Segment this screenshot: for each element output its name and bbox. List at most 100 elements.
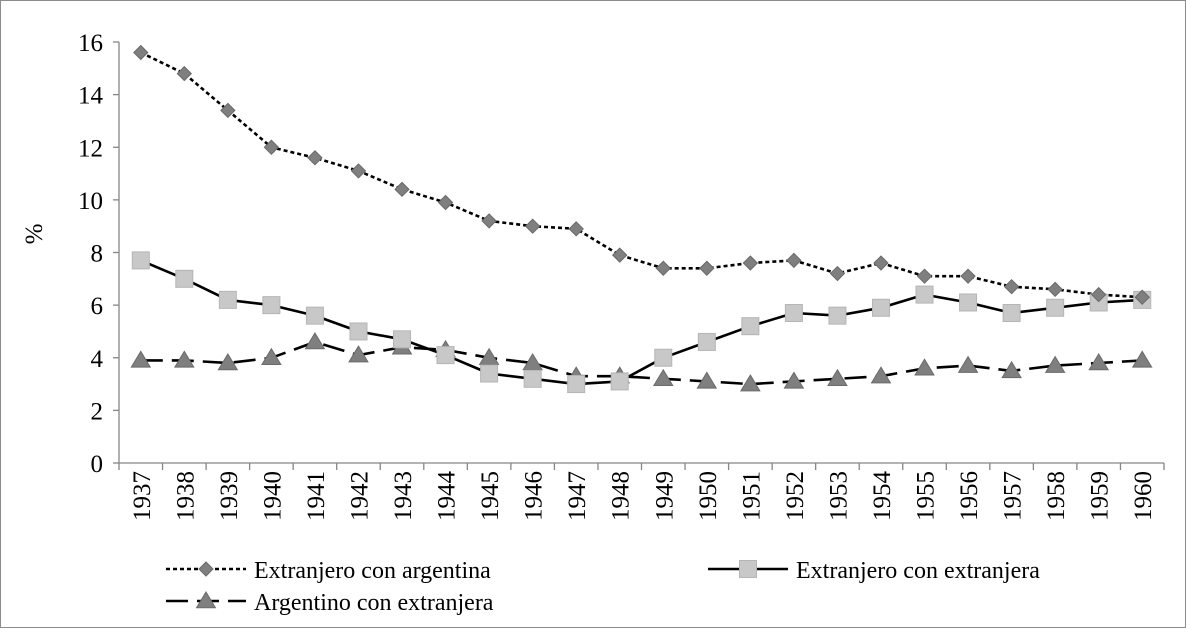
data-point-triangle	[957, 355, 979, 373]
data-point-square	[175, 269, 194, 288]
y-tick-label: 8	[91, 241, 104, 268]
data-point-square	[349, 322, 368, 341]
data-point-diamond	[481, 213, 497, 229]
data-point-triangle	[522, 353, 543, 371]
x-tick-label: 1944	[434, 471, 461, 522]
y-tick-label: 16	[78, 30, 103, 57]
data-point-triangle	[1001, 360, 1022, 379]
y-axis-title: %	[21, 224, 48, 245]
x-tick-label: 1949	[651, 471, 678, 521]
data-point-diamond	[176, 65, 193, 82]
data-point-square	[610, 372, 629, 391]
x-tick-label: 1946	[521, 471, 548, 521]
data-point-square	[915, 285, 934, 304]
data-point-square	[828, 306, 847, 325]
data-point-diamond	[873, 255, 889, 271]
x-tick-label: 1953	[825, 471, 852, 521]
data-point-square	[871, 298, 890, 317]
x-tick-label: 1951	[738, 471, 765, 521]
data-point-triangle	[195, 591, 217, 609]
data-point-diamond	[829, 265, 846, 282]
data-point-diamond	[350, 163, 367, 179]
legend-label: Argentino con extranjera	[254, 590, 494, 616]
legend-label: Extranjero con extranjera	[796, 558, 1040, 584]
y-tick-label: 4	[91, 346, 104, 373]
data-point-diamond	[612, 247, 628, 263]
data-point-square	[523, 369, 542, 388]
x-tick-label: 1938	[172, 471, 199, 521]
x-tick-label: 1943	[390, 471, 417, 521]
data-point-diamond	[263, 139, 280, 155]
data-point-diamond	[960, 268, 976, 284]
data-point-square	[1046, 298, 1065, 317]
series-lines	[130, 44, 1153, 394]
x-tick-label: 1950	[695, 471, 722, 521]
data-point-diamond	[786, 252, 802, 269]
data-point-diamond	[220, 102, 236, 119]
data-point-diamond	[394, 181, 410, 198]
data-point-square	[305, 306, 324, 325]
data-point-square	[784, 304, 803, 323]
data-point-diamond	[1047, 281, 1063, 298]
x-tick-label: 1948	[608, 471, 635, 521]
axes: 0 2 4 6 8 10 12 14 16 1937 1938 1939 1940 1941 1942 194…	[78, 30, 1165, 522]
data-point-triangle	[870, 366, 892, 384]
data-point-square	[218, 290, 237, 309]
y-tick-label: 6	[91, 293, 104, 320]
x-tick-label: 1940	[259, 471, 286, 521]
x-tick-label: 1942	[346, 471, 373, 521]
x-tick-label: 1947	[564, 471, 591, 521]
data-point-diamond	[1003, 278, 1020, 295]
x-tick-label: 1956	[956, 471, 983, 521]
data-point-triangle	[783, 371, 805, 389]
data-point-square	[131, 251, 150, 270]
data-point-diamond	[133, 44, 149, 61]
data-point-triangle	[348, 345, 369, 363]
data-point-triangle	[696, 371, 718, 389]
data-point-triangle	[652, 368, 674, 387]
y-tick-label: 2	[91, 398, 104, 425]
x-tick-label: 1957	[1000, 471, 1027, 521]
data-point-triangle	[261, 347, 282, 365]
series-line-diamond	[140, 51, 1143, 299]
data-point-triangle	[740, 374, 761, 392]
series-line-triangle	[140, 340, 1143, 386]
x-tick-label: 1937	[129, 471, 156, 521]
x-tick-label: 1945	[477, 471, 504, 521]
x-tick-label: 1959	[1087, 471, 1114, 521]
data-point-diamond	[198, 561, 214, 577]
y-tick-label: 12	[78, 135, 103, 162]
x-tick-label: 1955	[913, 471, 940, 521]
data-point-diamond	[307, 150, 323, 166]
data-point-triangle	[1131, 350, 1153, 368]
data-point-triangle	[217, 353, 239, 371]
legend-label: Extranjero con argentina	[254, 558, 491, 584]
data-point-square	[436, 346, 455, 365]
y-tick-label: 14	[78, 83, 104, 110]
x-tick-label: 1960	[1130, 471, 1157, 521]
data-point-diamond	[916, 268, 933, 284]
data-point-square	[480, 364, 499, 383]
data-point-square	[739, 560, 757, 578]
data-point-square	[393, 330, 412, 349]
data-point-square	[262, 296, 281, 315]
data-point-triangle	[304, 331, 326, 350]
series-line-square	[140, 259, 1143, 386]
data-point-square	[654, 348, 673, 367]
data-point-triangle	[1044, 355, 1066, 373]
data-point-square	[741, 317, 760, 336]
data-point-diamond	[742, 255, 759, 271]
data-point-diamond	[437, 194, 454, 211]
x-tick-label: 1952	[782, 471, 809, 521]
x-tick-label: 1939	[216, 471, 243, 521]
data-point-triangle	[478, 347, 500, 365]
x-tick-label: 1941	[303, 471, 330, 521]
y-tick-label: 10	[78, 188, 103, 215]
legend: Extranjero con argentina Extranjero con e…	[166, 558, 1040, 616]
data-point-diamond	[655, 260, 671, 276]
data-point-diamond	[1090, 286, 1107, 303]
data-point-triangle	[827, 368, 848, 387]
data-point-diamond	[699, 260, 715, 276]
